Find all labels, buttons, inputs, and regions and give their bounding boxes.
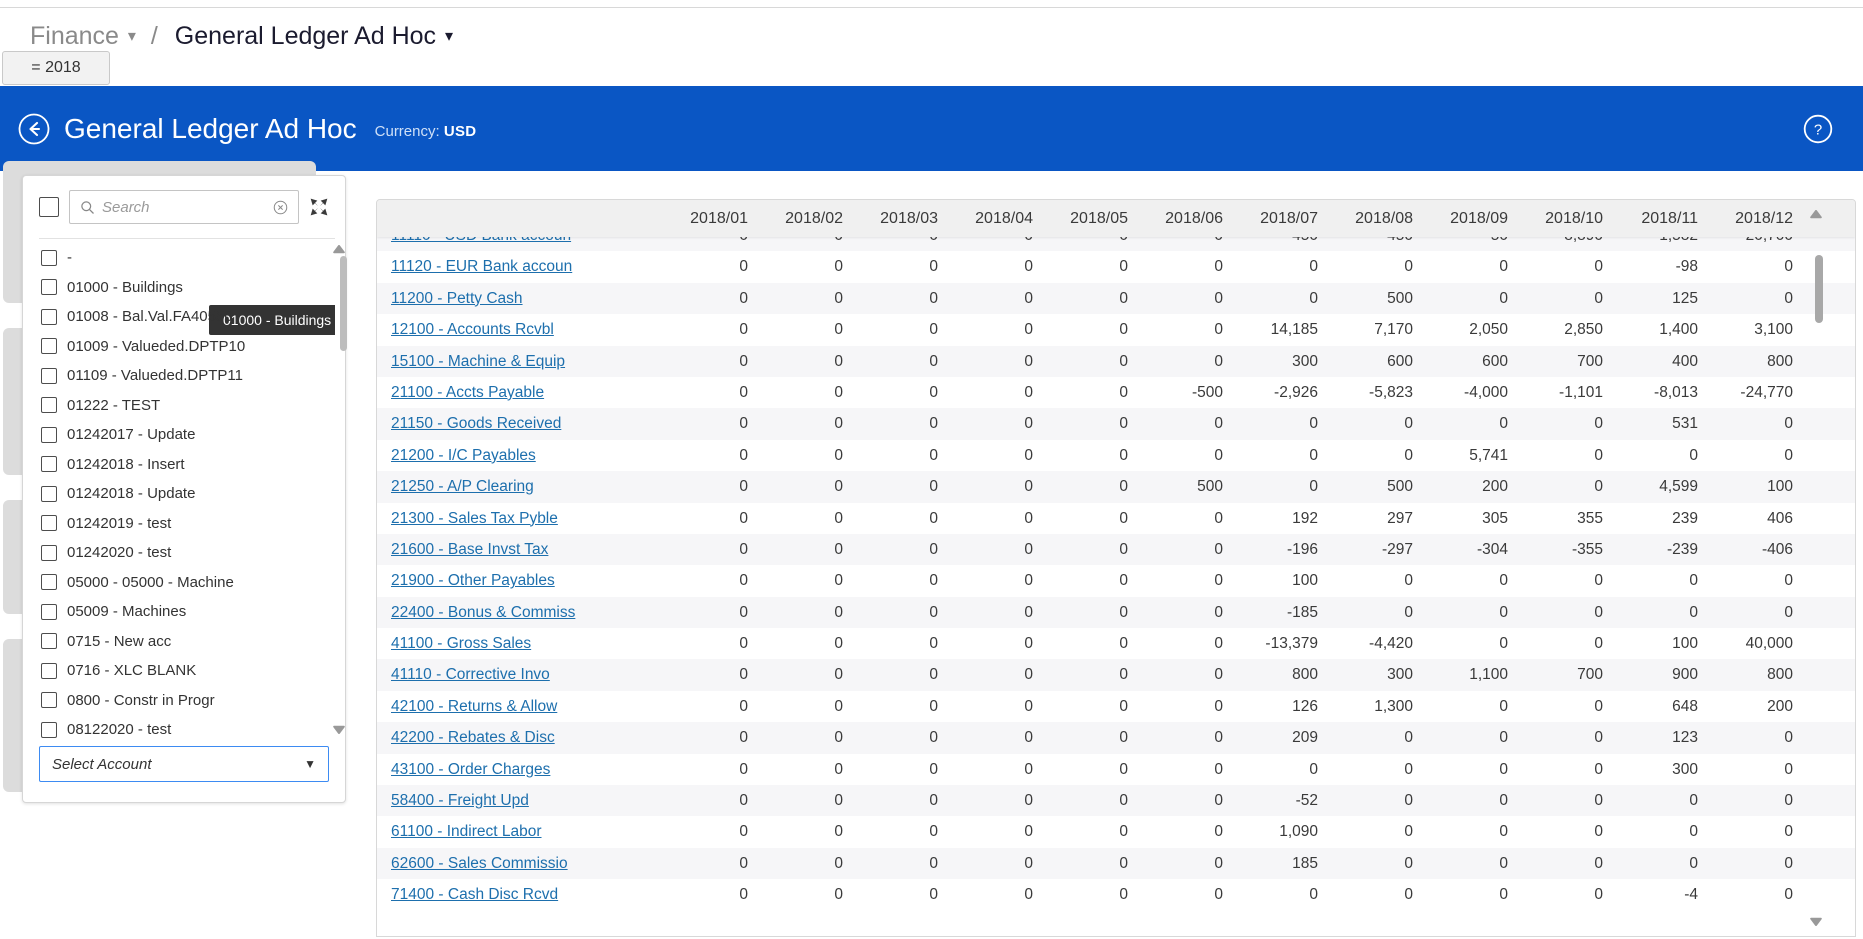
svg-text:?: ? bbox=[1814, 121, 1822, 138]
